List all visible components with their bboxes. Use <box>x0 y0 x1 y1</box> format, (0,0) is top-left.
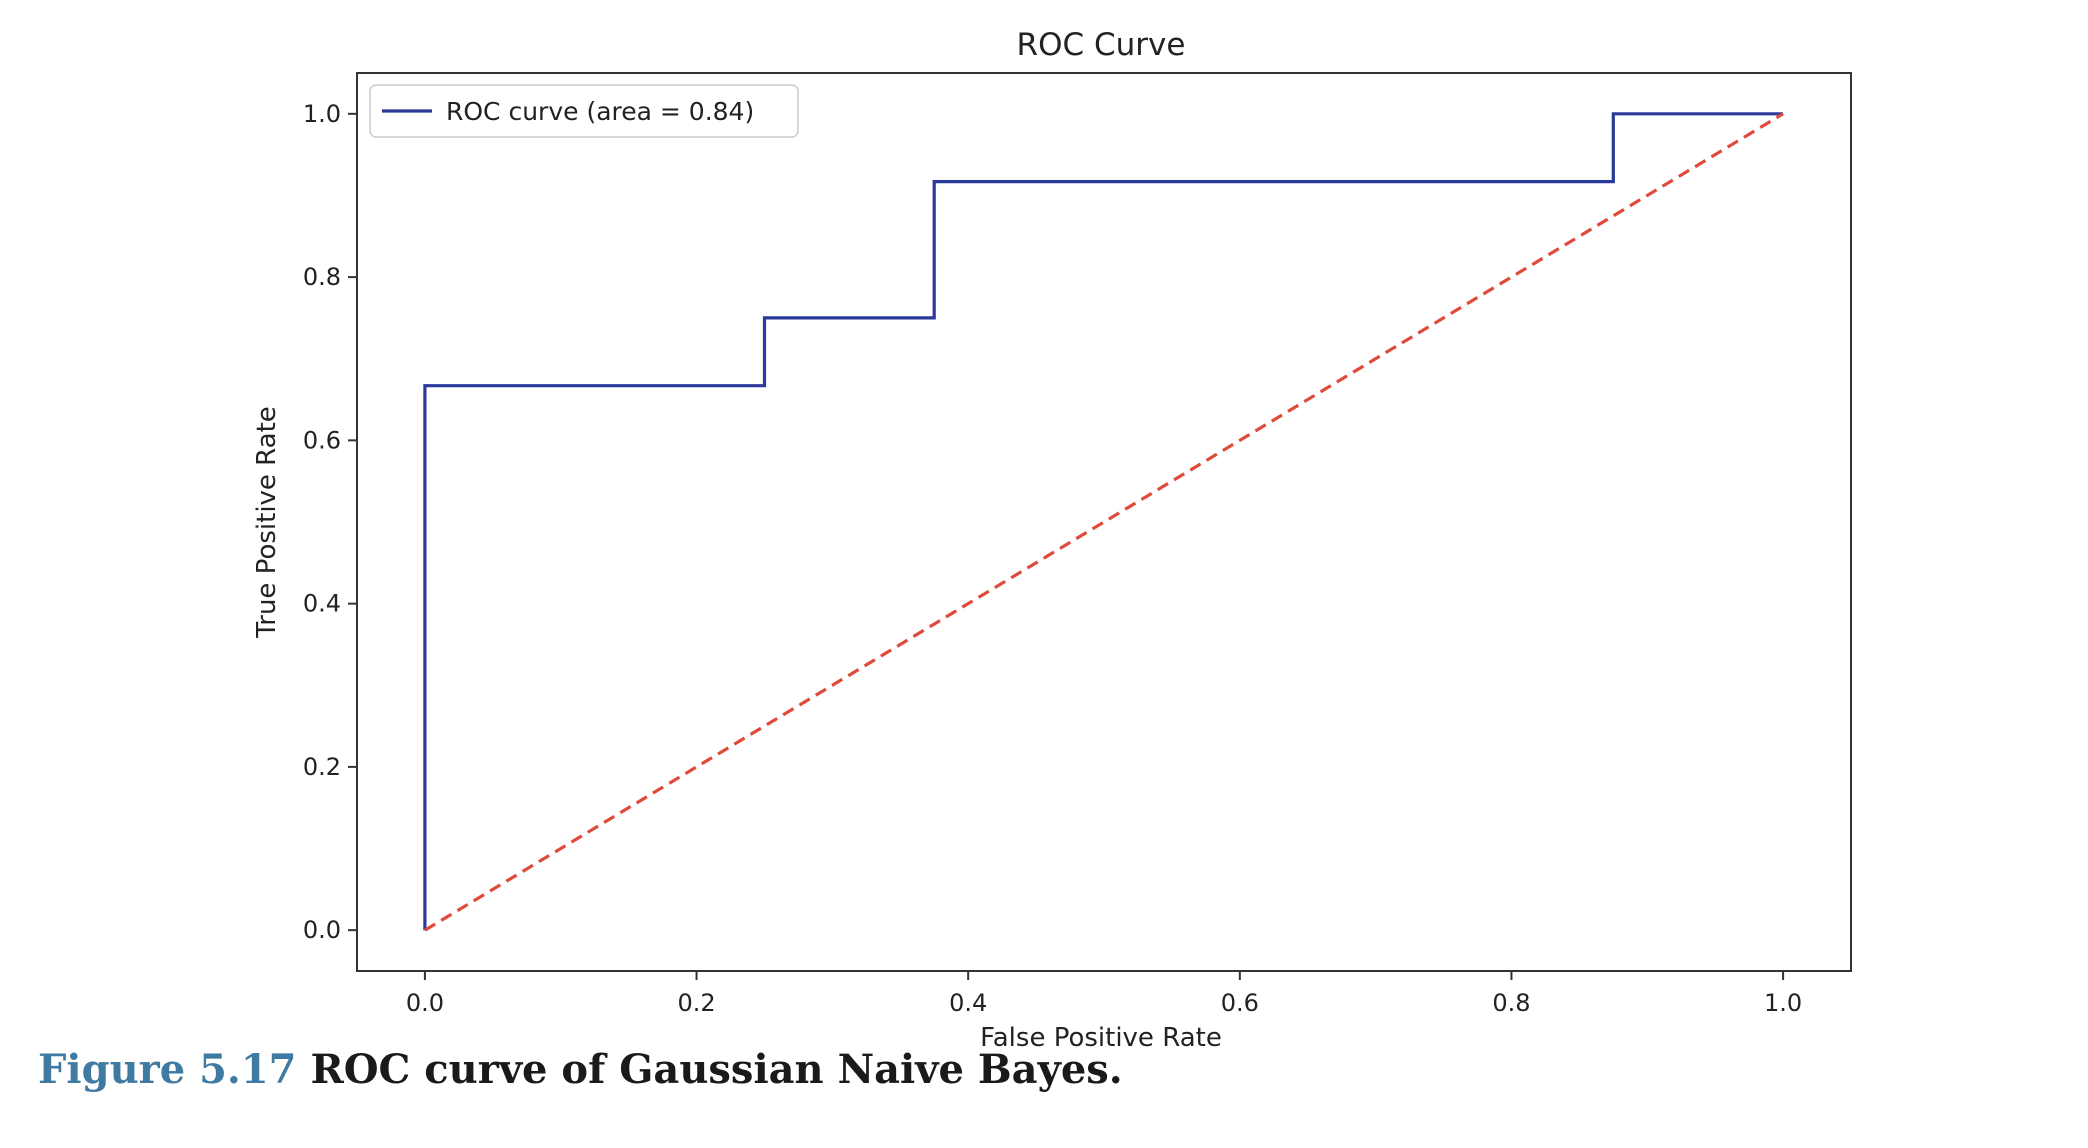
plot-frame <box>356 72 1852 972</box>
y-tick-label: 0.2 <box>303 753 341 781</box>
legend-label: ROC curve (area = 0.84) <box>446 97 754 126</box>
y-tick-label: 1.0 <box>303 100 341 128</box>
x-tick-label: 0.2 <box>677 989 715 1017</box>
figure-caption-text: ROC curve of Gaussian Naive Bayes. <box>310 1046 1123 1093</box>
legend-box <box>369 84 799 138</box>
x-axis-label: False Positive Rate <box>980 1023 1222 1050</box>
y-tick-label: 0.4 <box>303 590 341 618</box>
figure-caption-label: Figure 5.17 <box>38 1046 297 1093</box>
x-tick-label: 0.0 <box>406 989 444 1017</box>
figure-caption: Figure 5.17 ROC curve of Gaussian Naive … <box>38 1045 1123 1095</box>
x-tick-label: 0.6 <box>1221 989 1259 1017</box>
y-tick-label: 0.0 <box>303 916 341 944</box>
x-tick-label: 0.4 <box>949 989 987 1017</box>
roc-chart: ROC Curve 0.0 0.2 0.4 0.6 0.8 1.0 0.0 0.2 0.4 0.6… <box>252 27 1852 1050</box>
x-tick-label: 1.0 <box>1764 989 1802 1017</box>
chart-title: ROC Curve <box>1017 27 1186 63</box>
diagonal-reference-line <box>424 112 1784 932</box>
x-tick-label: 0.8 <box>1492 989 1530 1017</box>
roc-curve-line <box>423 112 1784 931</box>
y-tick-label: 0.8 <box>303 263 341 291</box>
y-tick-label: 0.6 <box>303 426 341 454</box>
y-axis-label: True Positive Rate <box>252 406 282 639</box>
